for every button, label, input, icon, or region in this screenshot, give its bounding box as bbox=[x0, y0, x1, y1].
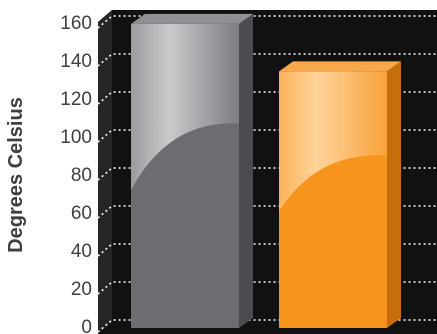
y-tick-label: 80 bbox=[71, 165, 92, 186]
y-tick-label: 60 bbox=[71, 203, 92, 224]
bar-top-face bbox=[279, 61, 401, 72]
bar-0 bbox=[131, 13, 253, 329]
y-axis-title: Degrees Celsius bbox=[5, 97, 27, 253]
bar-lower-fill bbox=[131, 123, 239, 328]
y-tick-label: 100 bbox=[60, 127, 92, 148]
y-tick-label: 140 bbox=[60, 51, 92, 72]
bar-top-face bbox=[131, 13, 253, 24]
y-tick-label: 40 bbox=[71, 241, 92, 262]
y-tick-label: 20 bbox=[71, 279, 92, 300]
bars bbox=[131, 13, 401, 329]
plot-side-wall bbox=[98, 10, 112, 334]
bar-lower-fill bbox=[279, 155, 387, 328]
grid-line bbox=[97, 53, 437, 67]
bar-side-face bbox=[239, 13, 253, 329]
bar-1 bbox=[279, 61, 401, 329]
y-tick-label: 120 bbox=[60, 89, 92, 110]
y-tick-label: 160 bbox=[60, 13, 92, 34]
y-tick-label: 0 bbox=[81, 317, 92, 334]
y-axis-ticks: 0 20 40 60 80 100 120 140 160 bbox=[60, 13, 92, 334]
grid-line bbox=[97, 15, 437, 29]
bar-side-face bbox=[387, 61, 401, 329]
